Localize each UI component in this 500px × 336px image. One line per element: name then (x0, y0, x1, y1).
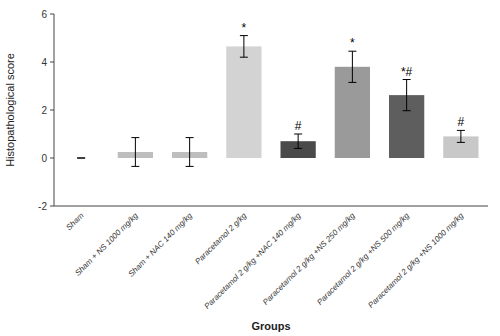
y-tick-label: 2 (41, 105, 47, 116)
x-axis-line (54, 206, 488, 207)
bar (63, 158, 98, 159)
axes: -2 0 2 4 6 (38, 9, 488, 212)
y-tick (50, 158, 54, 159)
x-axis-label: Groups (251, 320, 290, 332)
annotation: * (242, 21, 247, 35)
y-tick-label: 0 (41, 153, 47, 164)
bars (77, 36, 478, 167)
y-tick (50, 62, 54, 63)
error-bar (186, 138, 194, 167)
x-tick-label: Sham (64, 211, 85, 232)
annotations: *#**## (242, 21, 465, 133)
error-bar (240, 36, 248, 58)
x-tick-label: Paracetamol 2 g/kg +NAC 140 mg/kg (203, 211, 303, 311)
x-tick-label: Paracetamol 2 g/kg +NS 1000 mg/kg (366, 211, 465, 310)
y-tick (50, 14, 54, 15)
annotation: * (350, 36, 355, 50)
error-bar (131, 138, 139, 167)
y-tick-label: 4 (41, 57, 47, 68)
error-bar (457, 130, 465, 142)
chart: ShamSham + NS 1000 mg/kgSham + NAC 140 m… (0, 0, 500, 336)
y-axis-label: Histopathological score (4, 53, 16, 167)
bar (226, 46, 261, 158)
error-bar (403, 80, 411, 111)
y-tick-label: -2 (38, 201, 47, 212)
annotation: # (458, 115, 465, 129)
y-tick-label: 6 (41, 9, 47, 20)
error-bar (348, 51, 356, 82)
x-tick-label: Paracetamol 2 g/kg +NS 500 mg/kg (315, 211, 411, 307)
x-tick-label: Paracetamol 2 g/kg (193, 211, 248, 266)
x-tick-labels: ShamSham + NS 1000 mg/kgSham + NAC 140 m… (64, 211, 465, 311)
x-tick-label: Paracetamol 2 g/kg +NS 250 mg/kg (261, 211, 357, 307)
x-tick-label: Sham + NAC 140 mg/kg (127, 211, 195, 279)
error-bar (77, 158, 85, 159)
annotation: # (295, 119, 302, 133)
annotation: *# (401, 65, 413, 79)
y-tick (50, 110, 54, 111)
y-tick (50, 206, 54, 207)
error-bar (294, 134, 302, 148)
